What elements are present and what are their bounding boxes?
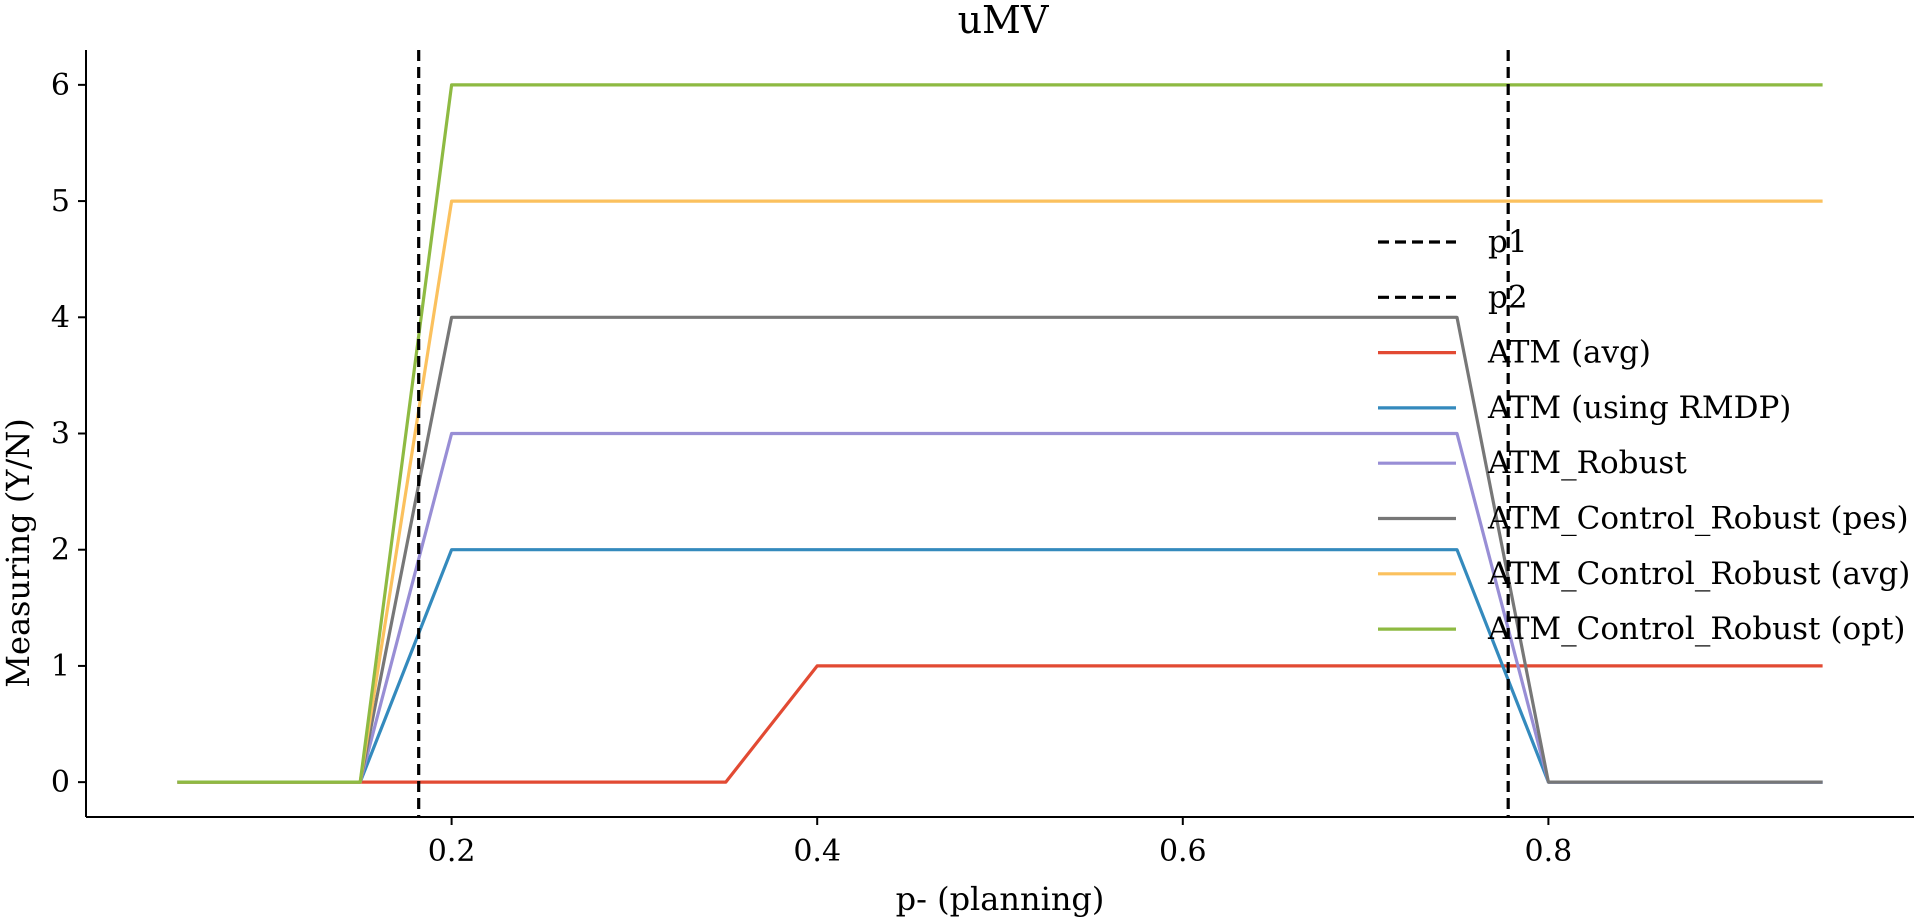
x-tick-label: 0.8 bbox=[1525, 834, 1573, 869]
series-line-6 bbox=[177, 83, 1823, 784]
x-tick-label: 0.4 bbox=[793, 834, 841, 869]
legend-label: ATM_Control_Robust (pes) bbox=[1487, 501, 1909, 537]
y-axis-label: Measuring (Y/N) bbox=[0, 418, 37, 687]
plot-area bbox=[177, 50, 1823, 817]
y-tick-label: 2 bbox=[51, 533, 70, 568]
legend-label: ATM_Robust bbox=[1487, 445, 1687, 481]
legend-label: ATM_Control_Robust (avg) bbox=[1487, 556, 1910, 592]
y-tick-label: 1 bbox=[51, 649, 70, 684]
legend-label: p2 bbox=[1488, 279, 1528, 315]
y-tick-label: 0 bbox=[51, 765, 70, 800]
x-axis-label: p- (planning) bbox=[896, 880, 1105, 918]
y-tick-label: 3 bbox=[51, 417, 70, 452]
legend-label: p1 bbox=[1488, 224, 1528, 260]
legend-label: ATM (avg) bbox=[1487, 335, 1651, 371]
x-tick-label: 0.2 bbox=[428, 834, 476, 869]
y-tick-label: 4 bbox=[51, 300, 70, 335]
y-tick-label: 6 bbox=[51, 68, 70, 103]
series-line-3 bbox=[177, 431, 1823, 784]
chart-title: uMV bbox=[958, 0, 1049, 42]
legend-label: ATM_Control_Robust (opt) bbox=[1487, 611, 1906, 647]
axes: 0.2 0.4 0.6 0.8 0 1 2 3 4 5 6 bbox=[51, 50, 1914, 869]
legend: p1 p2 ATM (avg) ATM (using RMDP) ATM_Robust A… bbox=[1378, 224, 1910, 647]
y-tick-label: 5 bbox=[51, 184, 70, 219]
x-tick-label: 0.6 bbox=[1159, 834, 1207, 869]
legend-label: ATM (using RMDP) bbox=[1487, 390, 1791, 426]
series-line-1 bbox=[177, 664, 1823, 784]
